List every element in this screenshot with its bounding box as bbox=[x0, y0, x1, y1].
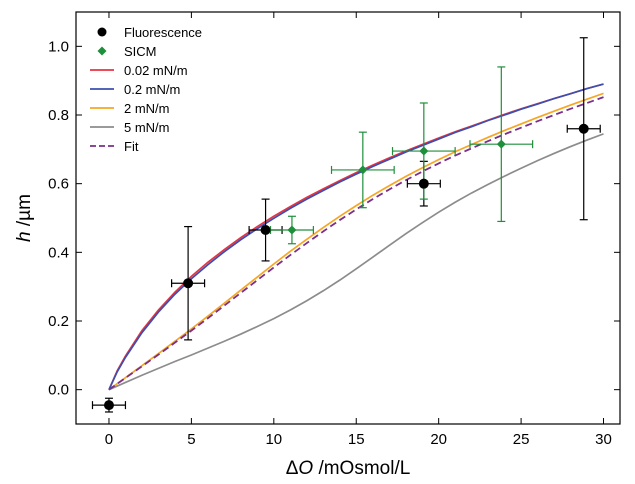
x-tick-label: 5 bbox=[187, 431, 195, 448]
sicm-point bbox=[496, 139, 506, 149]
x-tick-label: 15 bbox=[348, 431, 365, 448]
legend-2-mn-m-label: 2 mN/m bbox=[124, 101, 170, 116]
x-tick-label: 25 bbox=[513, 431, 530, 448]
x-tick-label: 10 bbox=[265, 431, 282, 448]
y-tick-label: 0.0 bbox=[48, 382, 69, 399]
curve-0-02-mn-m bbox=[108, 83, 604, 391]
y-axis-ticks: 0.0 0.2 0.4 0.6 0.8 1.0 bbox=[48, 38, 620, 399]
fluorescence-point bbox=[103, 400, 114, 411]
x-axis-label-unit: /mOsmol/L bbox=[313, 458, 410, 479]
curve-5-mn-m bbox=[108, 133, 604, 391]
plot-frame bbox=[75, 11, 621, 425]
legend-fluorescence-swatch bbox=[97, 27, 107, 37]
y-tick-label: 0.8 bbox=[48, 107, 69, 124]
x-tick-label: 20 bbox=[430, 431, 447, 448]
curve-fit bbox=[108, 96, 604, 391]
x-axis-label: ΔO /mOsmol/L bbox=[286, 458, 411, 479]
y-tick-label: 0.4 bbox=[48, 244, 69, 261]
fluorescence-point bbox=[183, 278, 194, 289]
x-axis-label-symbol: O bbox=[298, 458, 313, 479]
y-tick-label: 0.6 bbox=[48, 176, 69, 193]
y-tick-label: 1.0 bbox=[48, 38, 69, 55]
sicm-point bbox=[358, 165, 368, 175]
x-axis-ticks: 0 5 10 15 20 25 30 bbox=[105, 12, 612, 448]
fluorescence-point bbox=[260, 225, 271, 236]
legend: Fluorescence SICM 0.02 mN/m 0.2 mN/m 2 mN/m 5… bbox=[90, 25, 202, 154]
curve-2-mn-m bbox=[108, 92, 604, 391]
curves-layer bbox=[108, 83, 604, 391]
y-axis-label-symbol: h bbox=[14, 231, 35, 242]
y-axis-label: h /µm bbox=[14, 194, 35, 242]
sicm-point bbox=[287, 225, 297, 235]
legend-fit-label: Fit bbox=[124, 139, 139, 154]
x-axis-label-prefix: Δ bbox=[286, 458, 299, 479]
y-axis-label-unit: /µm bbox=[14, 194, 35, 231]
x-tick-label: 30 bbox=[595, 431, 612, 448]
legend-0-2-mn-m-label: 0.2 mN/m bbox=[124, 82, 180, 97]
markers-layer bbox=[103, 123, 589, 411]
fluorescence-point bbox=[418, 178, 429, 189]
y-tick-label: 0.2 bbox=[48, 313, 69, 330]
legend-5-mn-m-label: 5 mN/m bbox=[124, 120, 170, 135]
legend-0-02-mn-m-label: 0.02 mN/m bbox=[124, 63, 188, 78]
curve-0-2-mn-m bbox=[108, 83, 604, 391]
legend-fluorescence-label: Fluorescence bbox=[124, 25, 202, 40]
sicm-point bbox=[419, 146, 429, 156]
x-tick-label: 0 bbox=[105, 431, 113, 448]
fluorescence-point bbox=[578, 123, 589, 134]
legend-sicm-swatch bbox=[97, 46, 107, 56]
legend-sicm-label: SICM bbox=[124, 44, 157, 59]
